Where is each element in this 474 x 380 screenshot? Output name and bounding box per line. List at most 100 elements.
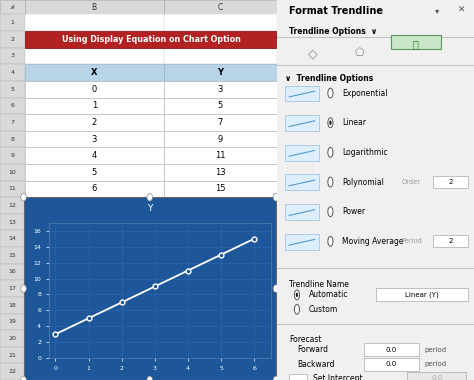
Bar	[164, 81, 277, 98]
Bar	[0, 64, 25, 81]
Text: 5: 5	[218, 101, 223, 110]
Bar	[289, 374, 307, 380]
Circle shape	[328, 177, 333, 187]
Text: Automatic: Automatic	[309, 290, 348, 299]
Bar	[164, 81, 277, 98]
Bar	[0, 48, 25, 64]
Bar	[164, 98, 277, 114]
Text: 3: 3	[10, 54, 15, 59]
Text: 15: 15	[215, 184, 226, 193]
Circle shape	[328, 147, 333, 157]
Bar	[0, 147, 25, 164]
Bar	[164, 180, 277, 197]
Bar	[25, 31, 277, 48]
Bar	[164, 131, 277, 147]
Circle shape	[21, 376, 27, 380]
Bar	[0, 314, 25, 330]
Bar	[0, 280, 25, 297]
Text: ◢: ◢	[10, 5, 15, 10]
Circle shape	[329, 120, 332, 125]
Text: ∨  Trendline Options: ∨ Trendline Options	[285, 74, 374, 83]
Text: Period: Period	[401, 238, 422, 244]
Bar	[24, 197, 276, 380]
Bar	[25, 330, 164, 347]
Bar	[164, 98, 277, 114]
Bar	[25, 264, 164, 280]
Bar	[164, 164, 277, 180]
Text: 9: 9	[10, 153, 15, 158]
Bar	[0, 131, 25, 147]
Bar	[164, 314, 277, 330]
Text: 7: 7	[10, 120, 15, 125]
Bar	[277, 65, 474, 66]
Text: 7: 7	[218, 118, 223, 127]
Bar	[0, 330, 25, 347]
Text: X: X	[91, 68, 98, 77]
Bar	[25, 164, 164, 180]
Bar	[0, 297, 25, 314]
Text: 10: 10	[9, 170, 17, 175]
Text: 17: 17	[9, 286, 17, 291]
Text: period: period	[425, 361, 447, 367]
Circle shape	[328, 236, 333, 246]
Bar	[0, 31, 25, 48]
Text: 6: 6	[91, 184, 97, 193]
Text: 16: 16	[9, 269, 17, 274]
Bar	[25, 131, 164, 147]
Bar	[277, 37, 474, 38]
Bar	[164, 48, 277, 64]
Bar	[164, 180, 277, 197]
Text: 5: 5	[91, 168, 97, 177]
Bar	[277, 268, 474, 269]
Text: 6: 6	[10, 103, 14, 108]
Bar	[0, 264, 25, 280]
Text: 22: 22	[9, 369, 17, 374]
Text: B: B	[91, 3, 97, 12]
Text: Order: Order	[401, 179, 420, 185]
Text: 2: 2	[448, 179, 453, 185]
Bar	[25, 164, 164, 180]
Bar	[0, 164, 25, 180]
Bar	[25, 197, 164, 214]
Bar	[0, 180, 25, 197]
Bar	[25, 31, 164, 48]
Bar	[164, 31, 277, 48]
Text: 8: 8	[10, 136, 14, 142]
Text: 15: 15	[9, 253, 17, 258]
Text: 13: 13	[215, 168, 226, 177]
Text: ▾: ▾	[435, 6, 439, 15]
Text: 9: 9	[218, 135, 223, 144]
Text: Using Display Equation on Chart Option: Using Display Equation on Chart Option	[62, 35, 241, 44]
Bar	[25, 363, 164, 380]
Text: 4: 4	[91, 151, 97, 160]
Text: Moving Average: Moving Average	[342, 237, 404, 246]
Text: Trendline Name: Trendline Name	[289, 280, 349, 289]
Text: 2: 2	[10, 37, 15, 42]
Text: 1: 1	[10, 20, 14, 25]
Bar	[25, 81, 164, 98]
Bar	[285, 234, 319, 250]
Bar	[25, 147, 164, 164]
Bar	[164, 14, 277, 31]
Bar	[164, 114, 277, 131]
Bar	[25, 297, 164, 314]
Bar	[0, 197, 25, 214]
Text: ⬠: ⬠	[355, 48, 365, 57]
Bar	[0, 230, 25, 247]
Bar	[285, 204, 319, 220]
Circle shape	[328, 88, 333, 98]
Circle shape	[296, 293, 298, 297]
Bar	[164, 297, 277, 314]
Text: Polynomial: Polynomial	[342, 177, 384, 187]
Bar	[25, 131, 164, 147]
Text: 11: 11	[9, 187, 17, 192]
Text: Y: Y	[218, 68, 223, 77]
Bar	[0, 214, 25, 230]
Bar	[25, 314, 164, 330]
Text: 1: 1	[91, 101, 97, 110]
Bar	[0, 347, 25, 363]
Text: 3: 3	[218, 85, 223, 94]
Bar	[25, 280, 164, 297]
Bar	[433, 176, 468, 188]
Bar	[25, 98, 164, 114]
